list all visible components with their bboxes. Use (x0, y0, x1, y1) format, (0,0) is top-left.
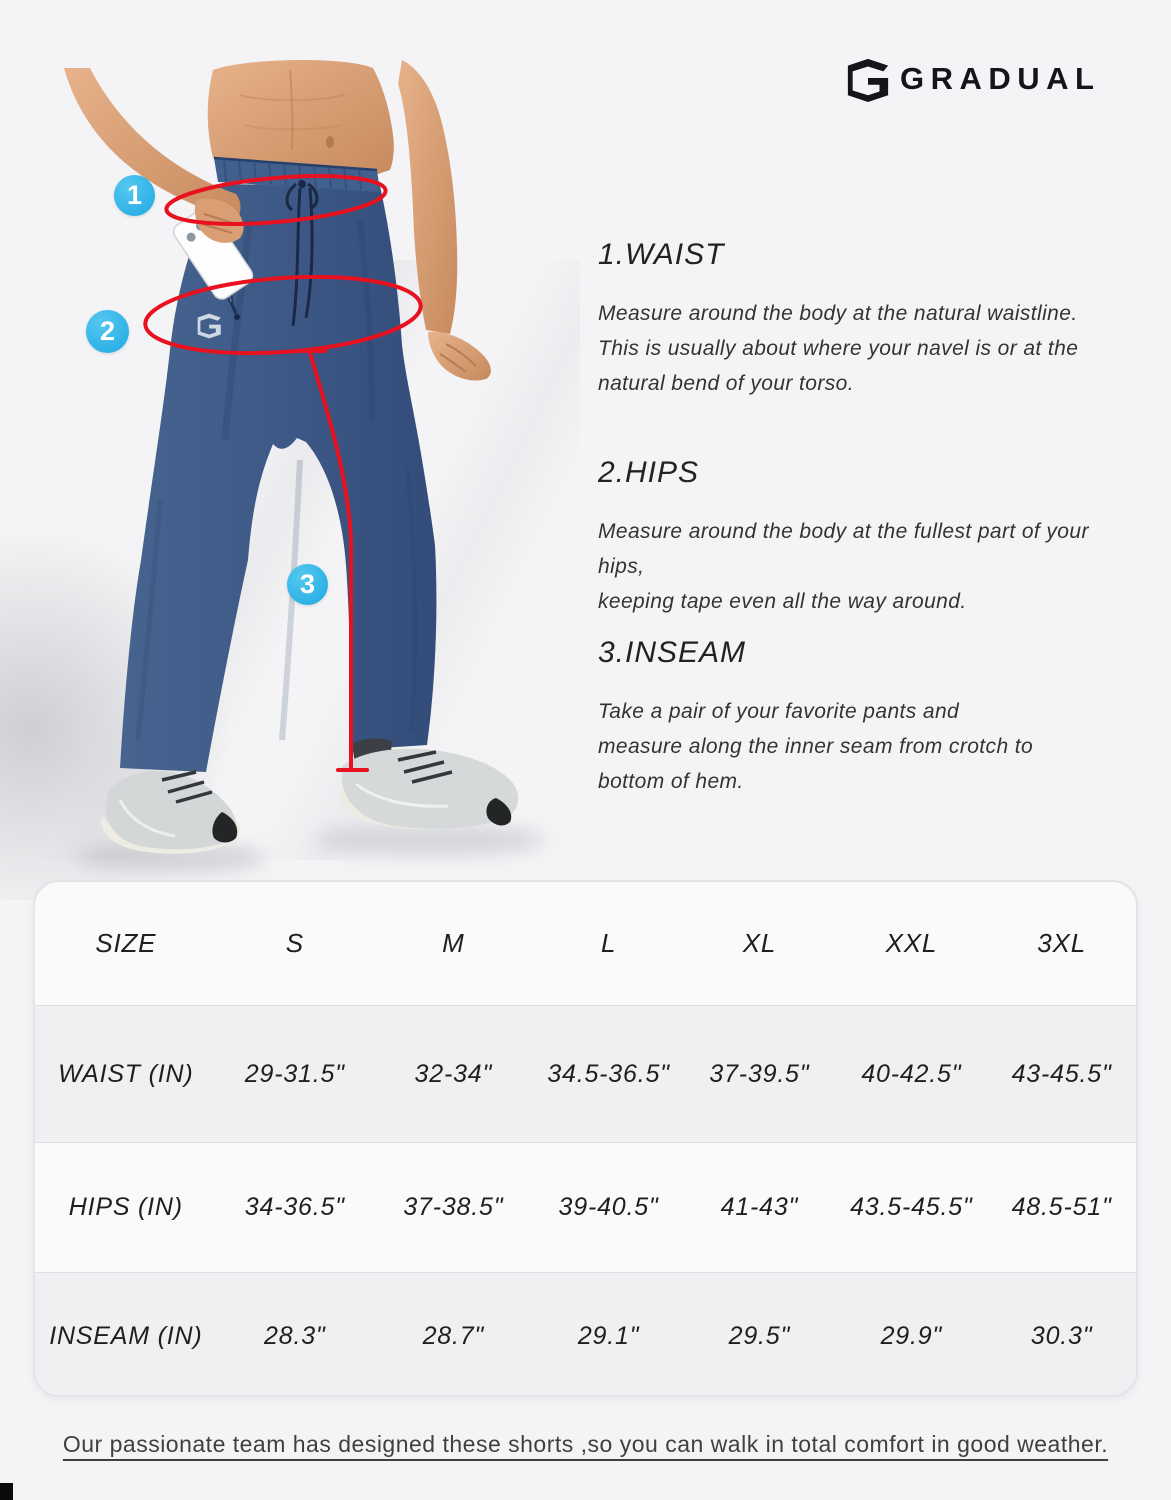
column-header: L (600, 928, 617, 958)
right-shoe (339, 748, 519, 830)
shoe-shadow-right (315, 824, 545, 856)
waist-measure-ellipse (164, 174, 388, 226)
section-waist-line: Measure around the body at the natural w… (598, 302, 1078, 325)
section-inseam: 3.INSEAM Take a pair of your favorite pa… (598, 636, 1128, 799)
footer-note-text: Our passionate team has designed these s… (62, 1431, 1109, 1457)
table-cell: 43-45.5" (1011, 1059, 1112, 1088)
section-hips-title: 2.HIPS (598, 456, 700, 489)
section-inseam-line: Take a pair of your favorite pants and (598, 700, 960, 723)
left-shoe (101, 770, 240, 854)
table-cell: 48.5-51" (1011, 1193, 1112, 1221)
table-cell: 37-39.5" (709, 1059, 810, 1088)
column-header: M (442, 928, 465, 958)
section-waist: 1.WAIST Measure around the body at the n… (598, 238, 1128, 401)
table-cell: 41-43" (720, 1193, 799, 1221)
column-header: SIZE (95, 928, 157, 958)
pants-logo (197, 313, 221, 339)
section-hips-line: Measure around the body at the fullest p… (598, 520, 1089, 578)
section-waist-line: This is usually about where your navel i… (598, 337, 1079, 360)
table-cell: 29.9" (880, 1322, 943, 1350)
column-header: XXL (885, 928, 938, 958)
model-left-arm (398, 60, 491, 381)
brand-name: GRADUAL (900, 61, 1101, 96)
column-header: XL (742, 928, 777, 958)
column-header: S (285, 928, 304, 958)
section-inseam-title: 3.INSEAM (598, 636, 747, 669)
marker-waist-number: 1 (126, 180, 143, 210)
table-cell: 32-34" (414, 1059, 493, 1088)
marker-hips-number: 2 (99, 316, 116, 346)
drawstring (285, 180, 319, 327)
section-waist-line: natural bend of your torso. (598, 372, 854, 395)
section-inseam-line: measure along the inner seam from crotch… (598, 735, 1034, 758)
corner-artifact (0, 1483, 13, 1500)
marker-waist-badge: 1 (114, 175, 155, 216)
table-row-hips: HIPS (IN) 34-36.5" 37-38.5" 39-40.5" 41-… (35, 1143, 1136, 1272)
model-right-arm (64, 68, 244, 243)
footer-note: Our passionate team has designed these s… (0, 1431, 1171, 1458)
table-cell: 40-42.5" (861, 1059, 962, 1088)
table-cell: 29.1" (577, 1322, 640, 1350)
hips-measure-ellipse (143, 274, 423, 356)
table-row-inseam: INSEAM (IN) 28.3" 28.7" 29.1" 29.5" 29.9… (35, 1272, 1136, 1395)
section-hips-line: keeping tape even all the way around. (598, 590, 967, 613)
product-photo: 1 2 3 (0, 0, 600, 900)
table-cell: 28.7" (422, 1322, 485, 1350)
size-chart-header-row: SIZE S M L XL XXL 3XL (35, 882, 1136, 1005)
marker-inseam-badge: 3 (287, 564, 328, 605)
brand-logo: GRADUAL (845, 56, 1101, 102)
model-torso (207, 59, 394, 174)
size-chart: SIZE S M L XL XXL 3XL WAIST (IN) 29-31.5… (33, 880, 1138, 1397)
gradual-g-icon (847, 58, 889, 102)
row-label: WAIST (IN) (58, 1059, 194, 1088)
model-hand (428, 331, 491, 381)
section-hips: 2.HIPS Measure around the body at the fu… (598, 456, 1128, 619)
inseam-measure-line (294, 349, 369, 772)
table-cell: 28.3" (264, 1322, 326, 1350)
table-cell: 39-40.5" (558, 1193, 659, 1221)
row-label: INSEAM (IN) (49, 1322, 203, 1350)
marker-inseam-number: 3 (299, 569, 316, 599)
sweatpants (120, 156, 437, 772)
table-cell: 30.3" (1030, 1322, 1093, 1350)
row-label: HIPS (IN) (68, 1193, 183, 1221)
table-cell: 37-38.5" (403, 1193, 504, 1221)
column-header: 3XL (1037, 928, 1086, 958)
table-cell: 34-36.5" (244, 1193, 345, 1221)
section-waist-title: 1.WAIST (598, 238, 725, 271)
table-row-waist: WAIST (IN) 29-31.5" 32-34" 34.5-36.5" 37… (35, 1005, 1136, 1143)
shoe-shadow-left (75, 843, 265, 873)
model-illustration (64, 59, 545, 873)
table-cell: 43.5-45.5" (850, 1193, 973, 1221)
marker-hips-badge: 2 (86, 310, 129, 353)
navel (326, 136, 334, 148)
table-cell: 29-31.5" (244, 1059, 345, 1088)
section-inseam-line: bottom of hem. (598, 770, 744, 793)
table-cell: 34.5-36.5" (547, 1059, 670, 1088)
table-cell: 29.5" (728, 1322, 791, 1350)
